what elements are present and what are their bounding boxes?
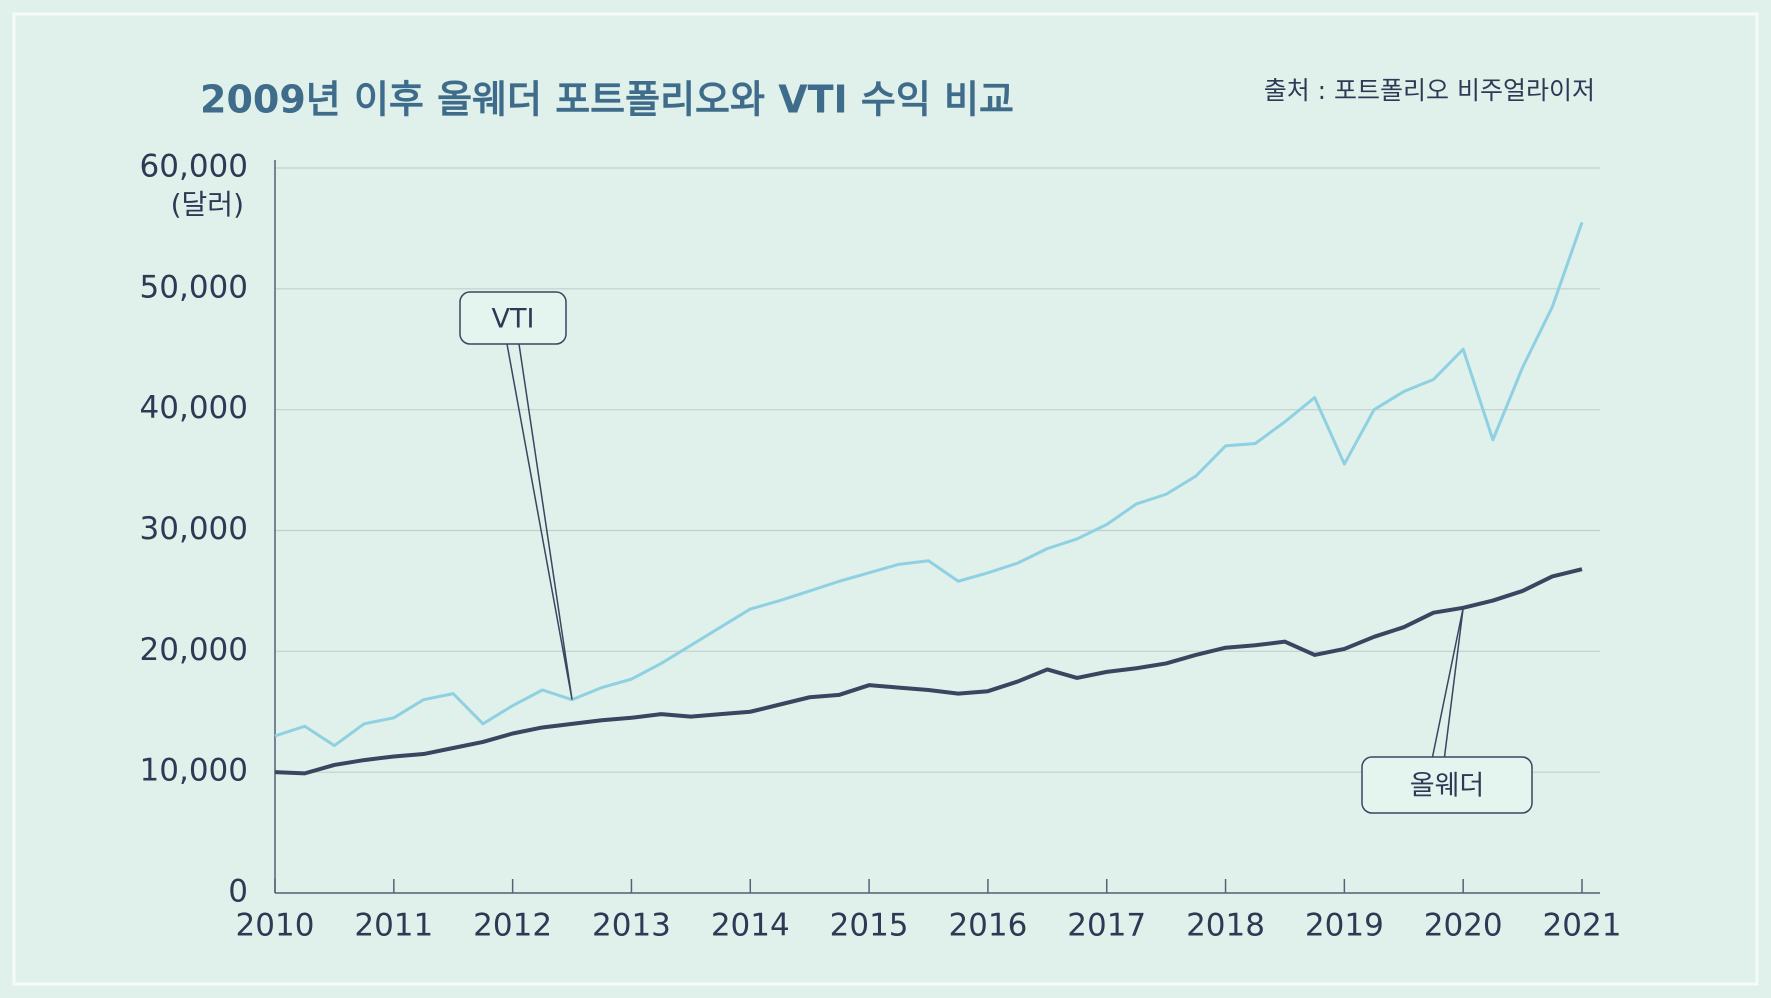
chart-title: 2009년 이후 올웨더 포트폴리오와 VTI 수익 비교 xyxy=(200,78,1014,122)
y-tick-label: 40,000 xyxy=(140,390,248,426)
x-tick-label: 2019 xyxy=(1305,908,1384,944)
y-tick-label: 0 xyxy=(228,874,248,910)
x-tick-label: 2018 xyxy=(1186,908,1265,944)
x-tick-label: 2021 xyxy=(1543,908,1622,944)
x-tick-label: 2012 xyxy=(473,908,552,944)
source: 출처 : 포트폴리오 비주얼라이저 xyxy=(1264,76,1595,105)
callout-pointer xyxy=(506,343,573,700)
x-tick-label: 2015 xyxy=(830,908,909,944)
callout-box xyxy=(459,291,567,345)
x-tick-label: 2013 xyxy=(592,908,671,944)
legend-label: VTI xyxy=(492,304,535,335)
y-axis-label: (달러) xyxy=(171,188,244,221)
y-tick-label: 30,000 xyxy=(140,511,248,547)
x-tick-label: 2011 xyxy=(354,908,433,944)
y-tick-label: 10,000 xyxy=(140,753,248,789)
x-tick-label: 2014 xyxy=(711,908,790,944)
y-tick-label: 60,000 xyxy=(140,149,248,185)
series-line xyxy=(274,567,1583,776)
x-tick-label: 2017 xyxy=(1067,908,1146,944)
frame xyxy=(12,12,1759,986)
series-line xyxy=(274,221,1584,748)
legend-label: 올웨더 xyxy=(1410,771,1485,802)
callout-pointer xyxy=(1431,607,1464,758)
x-tick-label: 2016 xyxy=(948,908,1027,944)
x-tick-label: 2020 xyxy=(1424,908,1503,944)
callout-box xyxy=(1361,756,1533,814)
x-tick-label: 2010 xyxy=(236,908,315,944)
y-tick-label: 20,000 xyxy=(140,632,248,668)
y-tick-label: 50,000 xyxy=(140,269,248,305)
